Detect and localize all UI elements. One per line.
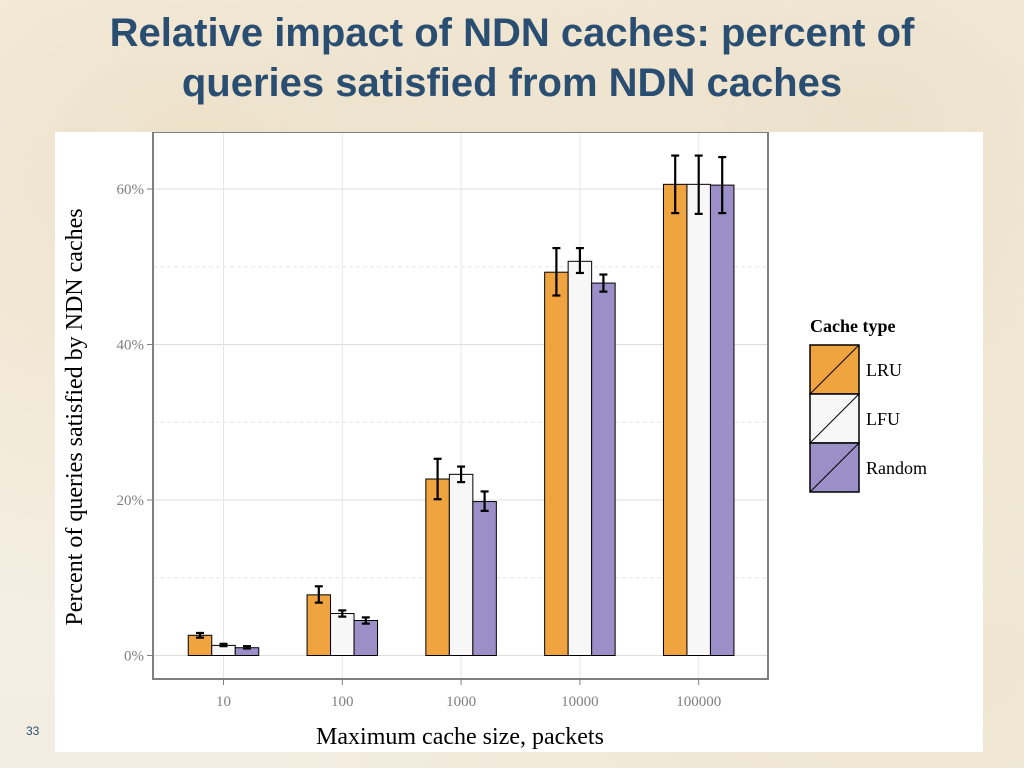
bar-random-100000 (709, 184, 735, 657)
chart-figure: 0% 20% 40% 60% 10 100 1000 10000 100000 Maximum… (55, 132, 983, 752)
bar-lfu-100000 (686, 183, 711, 657)
x-tick-label: 100000 (676, 694, 721, 710)
bar-chart: 0% 20% 40% 60% 10 100 1000 10000 100000 Maximum… (62, 132, 927, 750)
legend-key-diagonal (809, 344, 860, 395)
legend-key-diagonal (809, 442, 860, 493)
legend-item-lru: LRU (809, 344, 902, 395)
x-tick-label: 10 (216, 694, 231, 710)
plot-panel-border (152, 132, 769, 680)
bar-lru-100 (306, 594, 332, 657)
x-tick-label: 10000 (561, 694, 599, 710)
slide-title-line-2: queries satisfied from NDN caches (181, 61, 843, 105)
bar-random-100 (353, 620, 379, 657)
bar-lfu-100 (330, 613, 355, 657)
y-tick-label: 20% (117, 493, 145, 509)
y-tick-label: 40% (117, 338, 145, 354)
bar-random-1000 (472, 501, 497, 656)
x-tick-label: 1000 (446, 694, 476, 710)
y-axis-label: Percent of queries satisfied by NDN cach… (62, 208, 88, 625)
legend-item-random: Random (809, 442, 927, 493)
y-tick-label: 0% (124, 649, 144, 665)
y-tick-label: 60% (117, 182, 145, 198)
legend-key-diagonal (809, 393, 860, 444)
legend-label: Random (866, 458, 927, 478)
legend: Cache type LRU LFU Random (809, 316, 927, 493)
slide-number: 33 (26, 724, 40, 738)
error-bars (196, 154, 727, 650)
bars (187, 183, 735, 657)
y-axis-ticks: 0% 20% 40% 60% (117, 182, 153, 665)
legend-label: LRU (866, 360, 902, 380)
bar-random-10000 (591, 282, 616, 656)
bar-lfu-10000 (567, 260, 593, 656)
slide-title: Relative impact of NDN caches: percent o… (0, 8, 1024, 108)
slide-title-line-1: Relative impact of NDN caches: percent o… (109, 11, 915, 55)
bar-lru-10000 (544, 271, 569, 656)
legend-label: LFU (866, 409, 900, 429)
x-tick-label: 100 (331, 694, 354, 710)
bar-lfu-1000 (448, 473, 474, 656)
x-axis-ticks: 10 100 1000 10000 100000 (216, 679, 721, 710)
legend-item-lfu: LFU (809, 393, 900, 444)
legend-title: Cache type (810, 316, 895, 336)
x-axis-label: Maximum cache size, packets (316, 724, 604, 750)
bar-lru-1000 (425, 478, 450, 656)
bar-lru-100000 (662, 183, 688, 657)
